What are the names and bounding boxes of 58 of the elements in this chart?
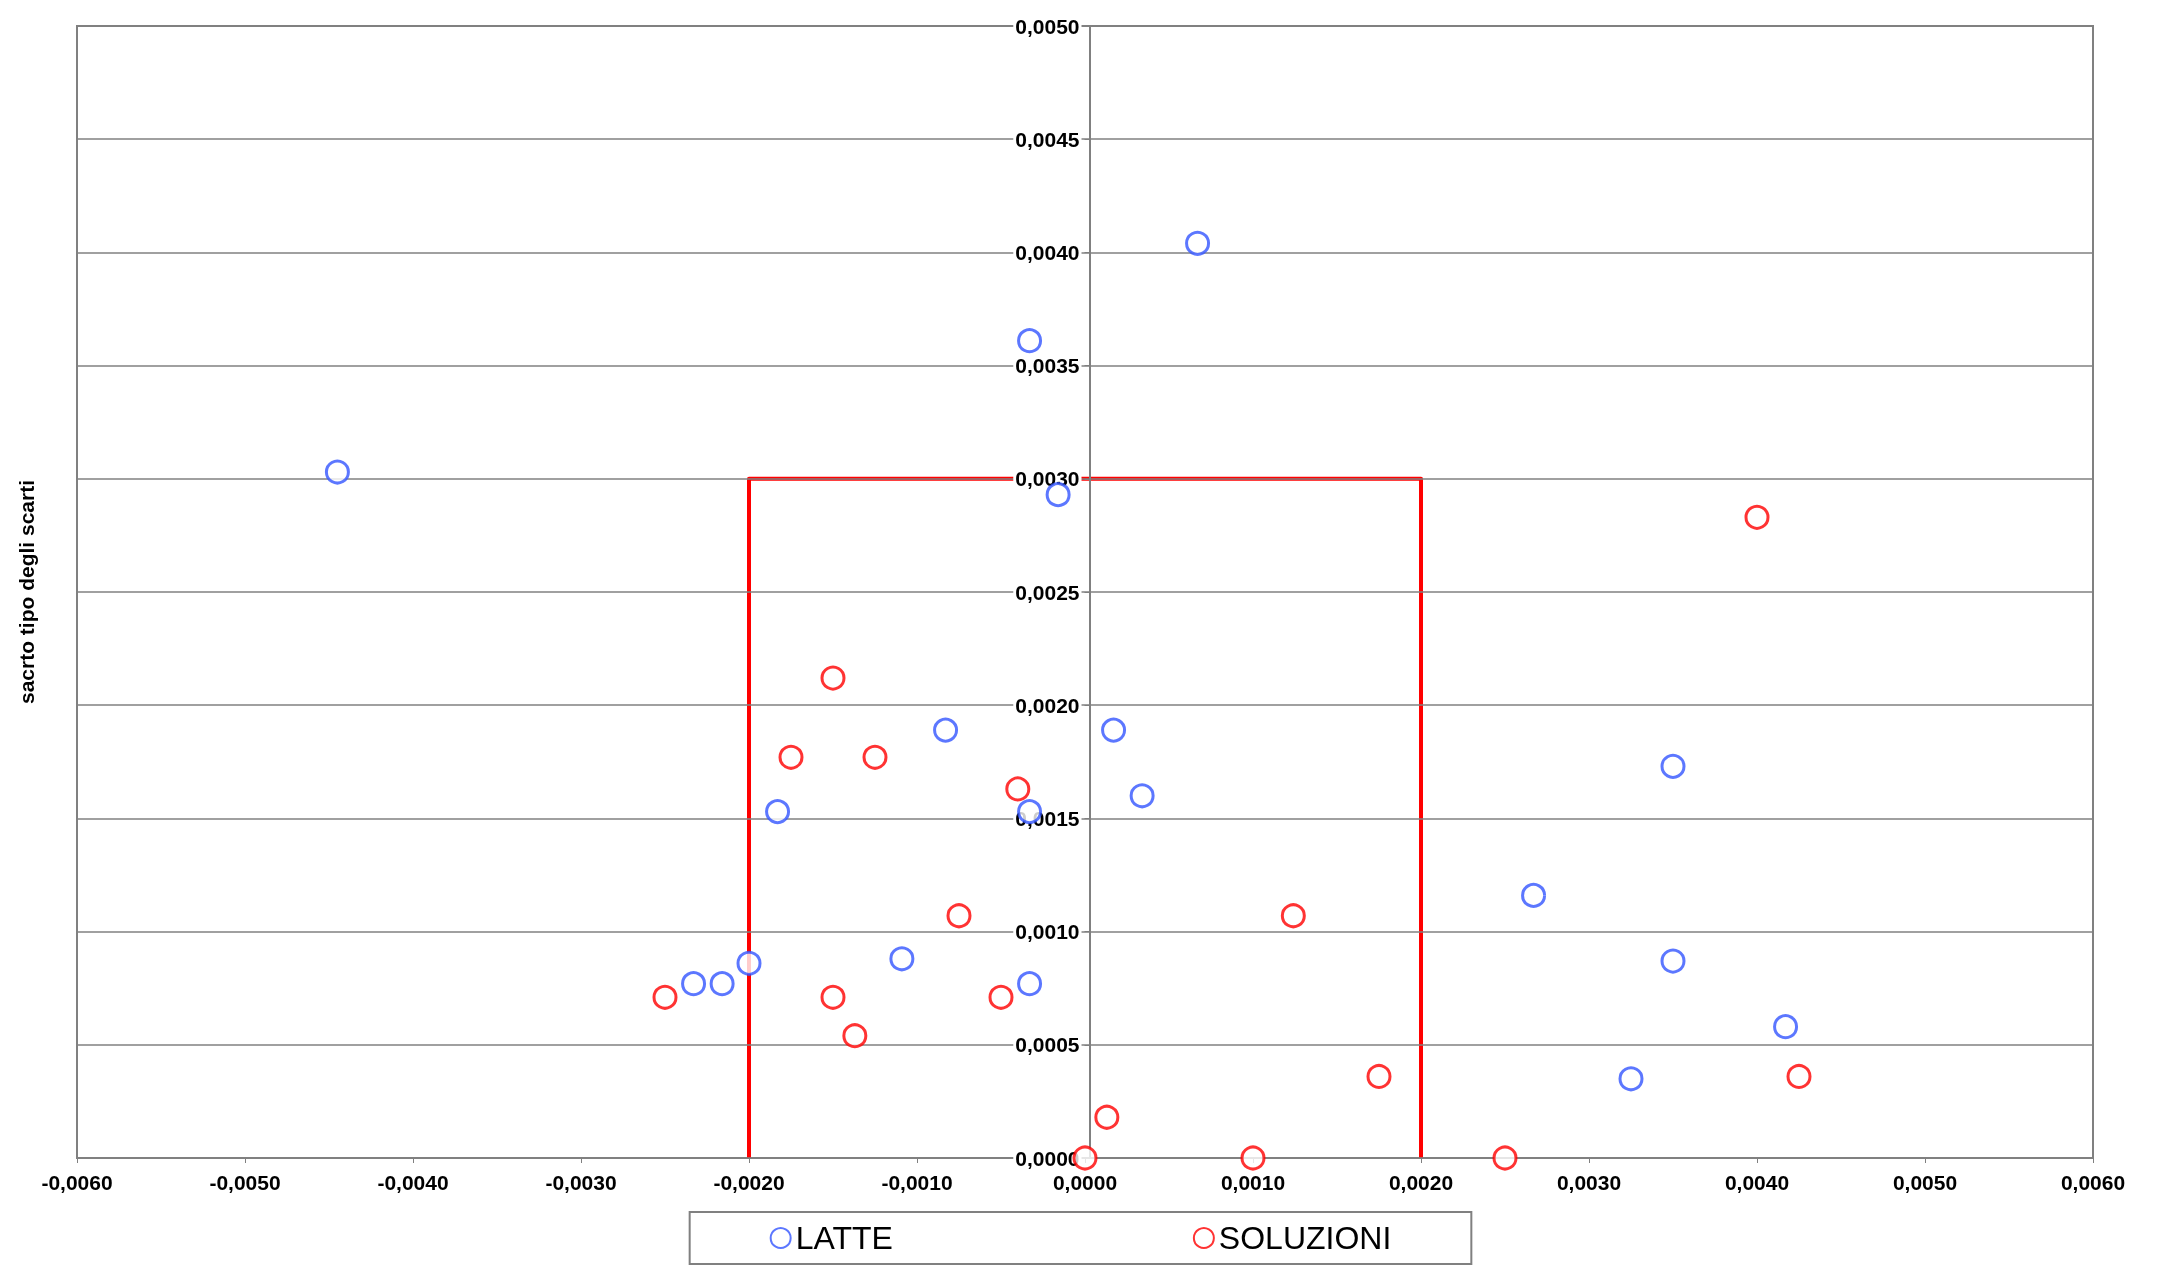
point [1773,1014,1799,1040]
point [778,744,804,770]
point [1366,1064,1392,1089]
point [842,1023,868,1049]
y-tick-label: 0,0050 [1015,14,1080,38]
x-tick-label: 0,0030 [1556,1171,1622,1194]
point [1744,504,1770,530]
point [1094,1104,1120,1130]
point [1005,776,1031,802]
y-tick-label: 0,0025 [1015,580,1080,604]
x-tick-label: 0,0060 [2060,1171,2126,1194]
point [1017,328,1043,354]
y-tick-label: 0,0005 [1015,1033,1080,1057]
point [1185,230,1211,256]
x-tick-label: -0,0050 [209,1171,281,1194]
y-tick-label: 0,0010 [1015,920,1080,944]
x-tick-label: 0,0020 [1388,1171,1454,1194]
point [709,971,735,997]
point [652,984,678,1010]
y-tick-label: 0,0020 [1015,693,1080,717]
x-tick-label: -0,0020 [713,1171,785,1194]
x-tick-label: 0,0050 [1892,1171,1958,1194]
point [1240,1145,1266,1171]
point [1660,753,1686,779]
y-tick-label: 0,0035 [1015,354,1080,378]
x-tick-label: 0,0040 [1724,1171,1790,1194]
point [324,459,350,485]
x-tick-label: 0,0000 [1052,1171,1118,1194]
point [1660,948,1686,974]
point [988,984,1014,1010]
legend-label: SOLUZIONI [1218,1220,1392,1256]
point [820,984,846,1010]
x-tick-label: -0,0040 [377,1171,449,1194]
point [820,665,846,691]
point [681,971,707,997]
point [1786,1064,1812,1089]
point [1492,1145,1518,1171]
x-tick-label: -0,0060 [41,1171,113,1194]
x-tick-label: -0,0030 [545,1171,617,1194]
point [1017,971,1043,997]
point [1280,903,1306,929]
point [736,950,762,976]
y-tick-label: 0,0045 [1015,127,1080,151]
point [889,946,915,972]
y-axis-title: sacrto tipo degli scarti [15,479,38,705]
point [765,799,791,825]
legend-label: LATTE [795,1220,893,1256]
point [1618,1066,1644,1092]
x-tick-label: -0,0010 [881,1171,953,1194]
y-tick-label: 0,0040 [1015,240,1080,264]
x-tick-label: 0,0010 [1220,1171,1286,1194]
point [946,903,972,929]
point [1101,717,1127,743]
point [1129,783,1155,809]
point [933,717,959,743]
y-tick-label: 0,0030 [1015,467,1080,491]
point [862,744,888,770]
point [1521,882,1547,908]
